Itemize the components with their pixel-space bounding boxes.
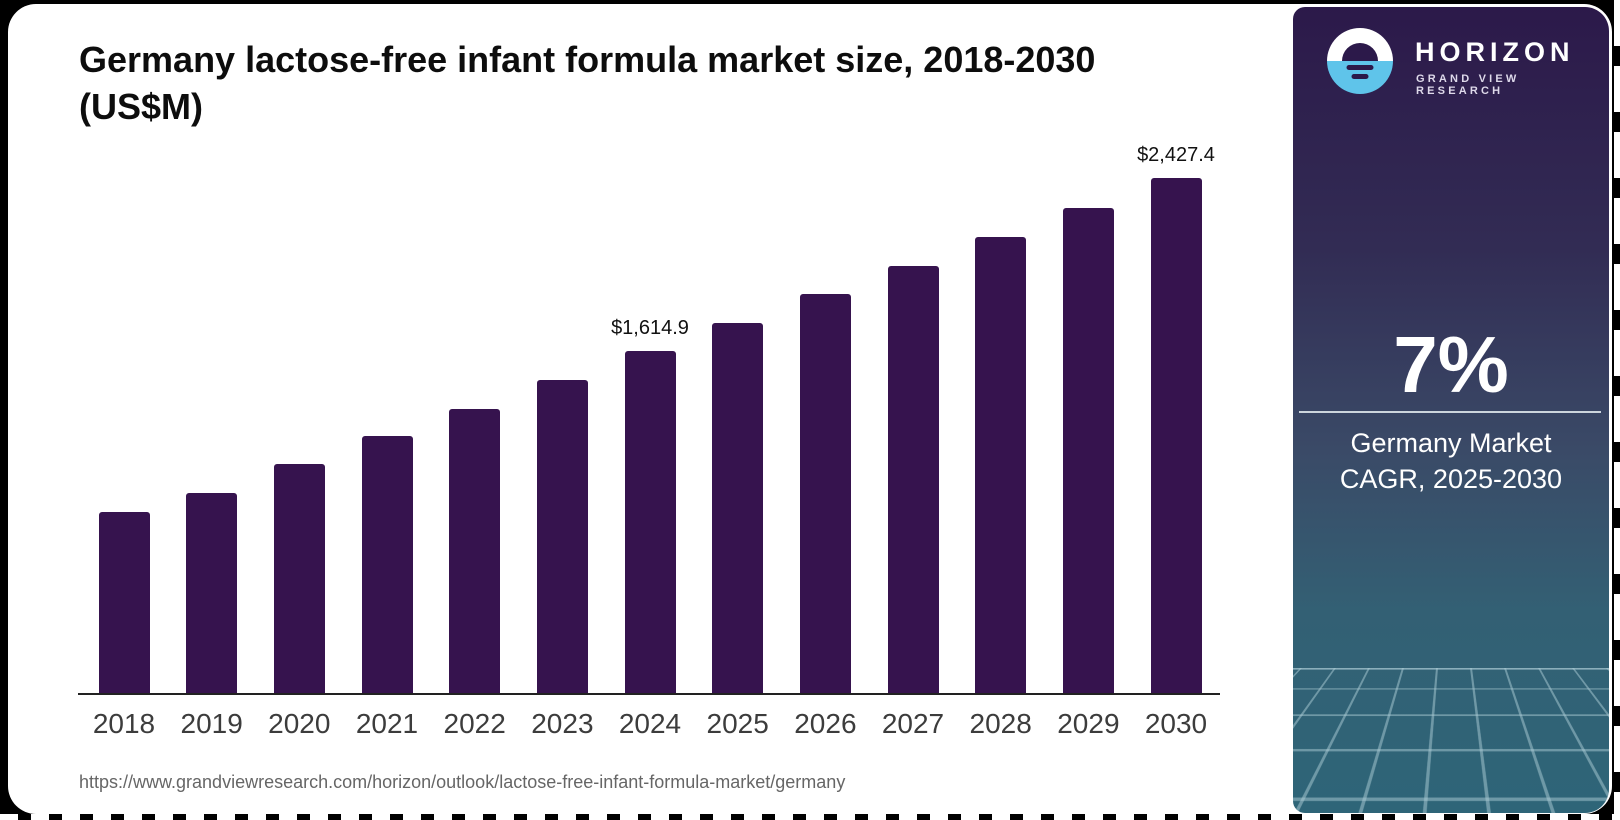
- year-label-2028: 2028: [969, 708, 1032, 739]
- horizon-logo-icon: [1327, 28, 1393, 94]
- logo-reflection-line: [1351, 74, 1369, 79]
- brand-name: HORIZON: [1415, 37, 1575, 67]
- x-axis-line: [78, 693, 1220, 695]
- cagr-label-line2: CAGR, 2025-2030: [1339, 464, 1563, 494]
- screen-edge-dashes-bottom: [0, 814, 1620, 820]
- wireframe-mesh-decoration: [1293, 668, 1609, 813]
- bar-2021: [361, 436, 413, 694]
- bar-2020: [273, 464, 325, 694]
- cagr-value: 7%: [1393, 320, 1509, 409]
- logo-sun-shape: [1342, 43, 1378, 61]
- year-label-2024: 2024: [618, 708, 682, 739]
- cagr-label: Germany Market CAGR, 2025-2030: [1293, 425, 1609, 497]
- value-label-2024: $1,614.9: [611, 317, 689, 339]
- source-url: https://www.grandviewresearch.com/horizo…: [79, 772, 846, 792]
- screen-edge-dashes-right: [1614, 0, 1620, 820]
- year-label-2018: 2018: [92, 708, 156, 739]
- bar-2023: [536, 380, 588, 694]
- bar-2028: [975, 237, 1027, 694]
- bar-2025: [712, 323, 764, 694]
- year-label-2025: 2025: [706, 708, 769, 739]
- year-label-2026: 2026: [794, 708, 857, 739]
- year-label-2029: 2029: [1057, 708, 1120, 739]
- year-label-2023: 2023: [531, 708, 594, 739]
- year-label-2030: 2030: [1144, 708, 1208, 739]
- year-label-2020: 2020: [268, 708, 331, 739]
- bar-2029: [1062, 208, 1114, 694]
- bar-2022: [449, 409, 501, 694]
- divider-line: [1299, 411, 1601, 413]
- brand-tagline: GRAND VIEW RESEARCH: [1416, 73, 1520, 97]
- logo-reflection-line: [1346, 65, 1374, 70]
- year-label-2021: 2021: [355, 708, 419, 739]
- bar-2018: [98, 512, 150, 694]
- year-label-2027: 2027: [881, 708, 945, 739]
- bar-2019: [186, 493, 238, 694]
- brand-panel: HORIZON GRAND VIEW RESEARCH 7% Germany M…: [1293, 7, 1609, 813]
- chart-title: Germany lactose-free infant formula mark…: [79, 39, 1096, 127]
- year-label-2019: 2019: [180, 708, 243, 739]
- bar-2026: [799, 294, 851, 694]
- bar-2027: [887, 266, 939, 694]
- year-label-2022: 2022: [443, 708, 506, 739]
- bar-2030: [1150, 178, 1202, 694]
- brand-header: HORIZON GRAND VIEW RESEARCH: [1293, 28, 1609, 98]
- bar-2024: [624, 351, 676, 694]
- value-label-2030: $2,427.4: [1137, 144, 1215, 166]
- infographic-card: Germany lactose-free infant formula mark…: [8, 4, 1612, 814]
- cagr-label-line1: Germany Market: [1350, 428, 1552, 458]
